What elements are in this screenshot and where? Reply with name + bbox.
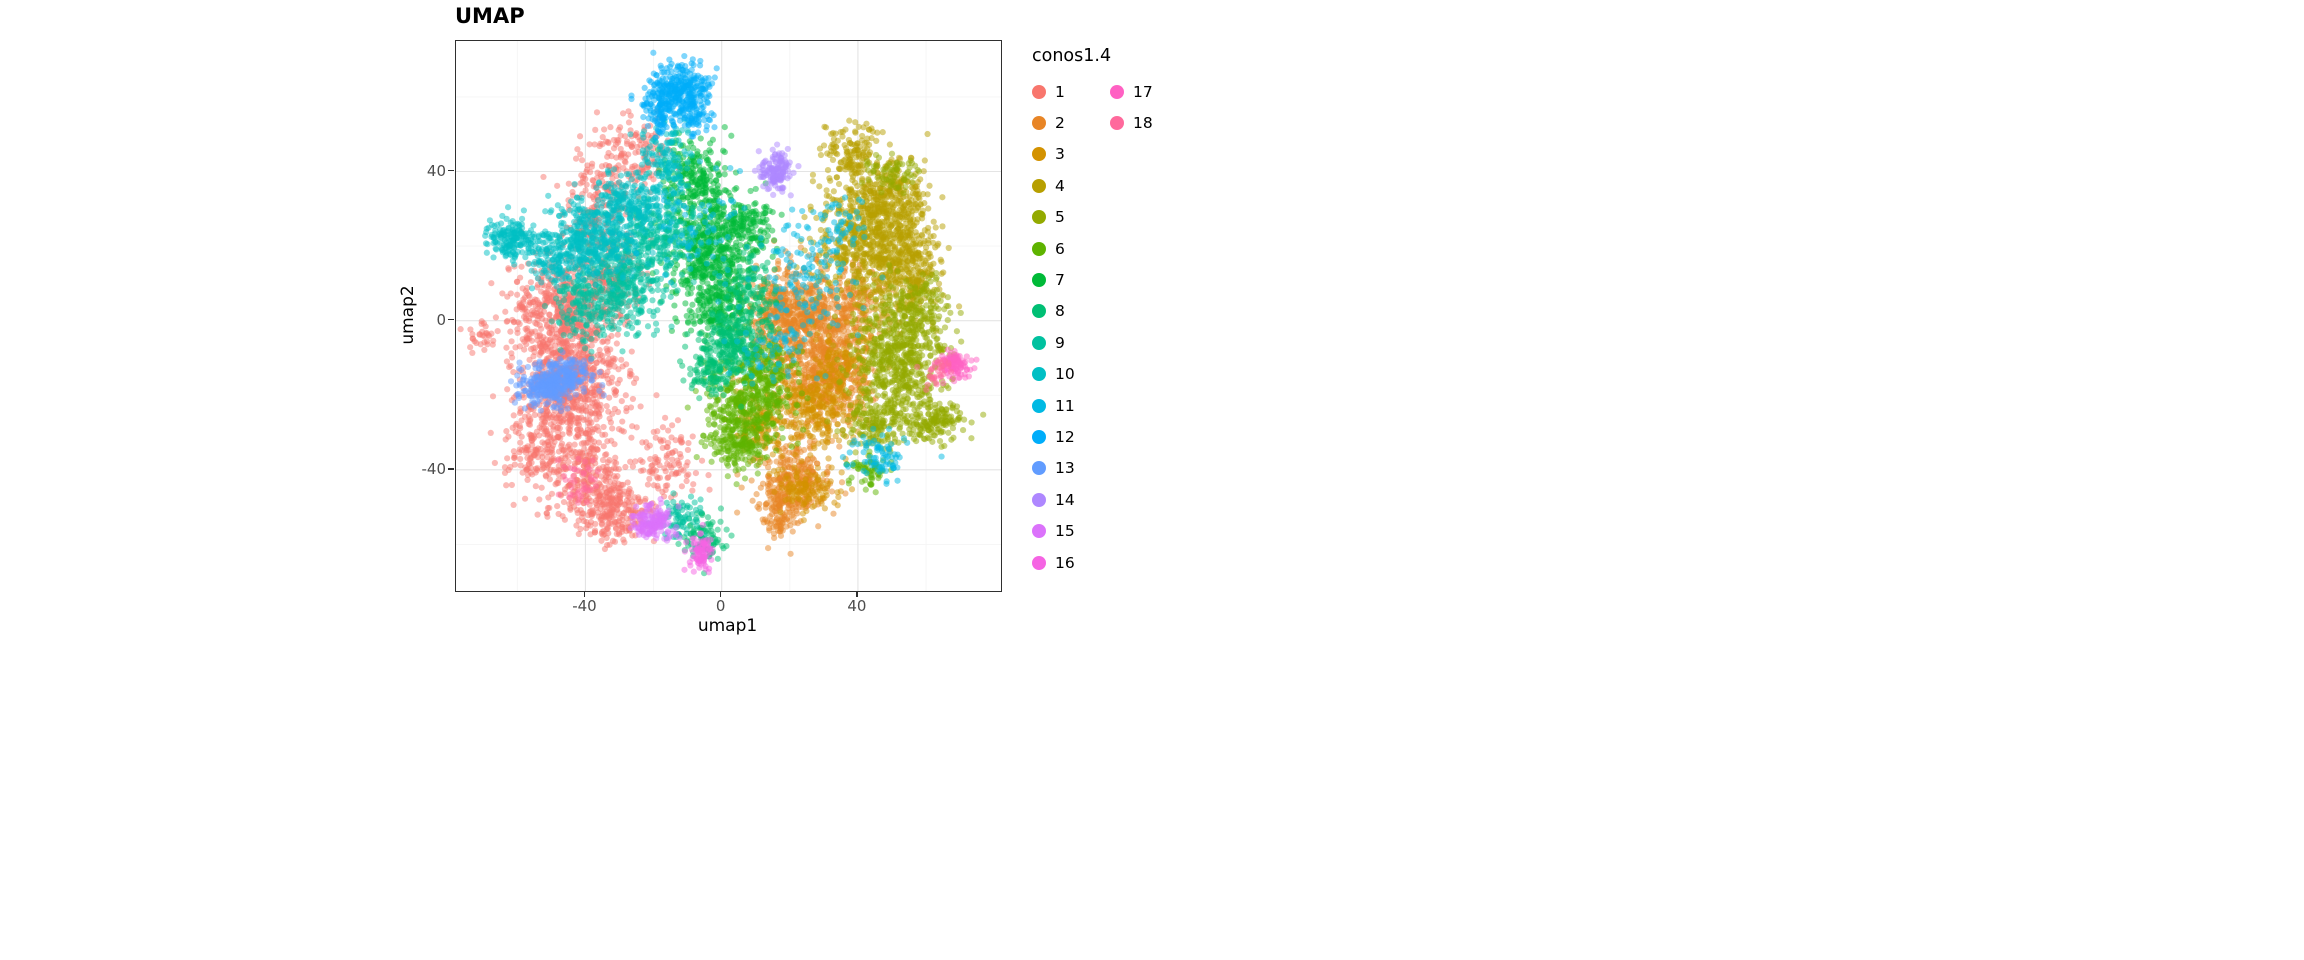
legend-swatch-6 [1032,241,1046,256]
legend-label-6: 6 [1055,239,1065,258]
x-tick-mark [856,591,858,597]
legend-swatch-13 [1032,461,1046,476]
legend-item-1: 1 [1032,76,1096,107]
legend-item-6: 6 [1032,233,1096,264]
legend-label-12: 12 [1055,427,1075,446]
legend-item-7: 7 [1032,264,1096,295]
legend-item-14: 14 [1032,484,1096,515]
legend-label-5: 5 [1055,208,1065,227]
legend-item-5: 5 [1032,202,1096,233]
legend-swatch-2 [1032,116,1046,131]
legend: conos1.4 1 2 3 4 5 6 7 8 9 10 11 12 13 14 15 16 17 18 [1032,46,1153,578]
y-tick-label: 0 [436,310,446,329]
plot-title: UMAP [455,4,525,28]
x-axis-label: umap1 [697,616,758,636]
x-tick-label: -40 [572,597,597,615]
legend-swatch-3 [1032,147,1046,162]
y-tick-mark [448,169,454,172]
legend-swatch-16 [1032,555,1046,570]
legend-label-11: 11 [1055,396,1075,415]
plot-panel [455,40,1002,592]
legend-swatch-1 [1032,84,1046,99]
legend-label-4: 4 [1055,176,1065,195]
legend-label-18: 18 [1133,114,1153,133]
legend-item-8: 8 [1032,296,1096,327]
legend-item-2: 2 [1032,107,1096,138]
legend-label-17: 17 [1133,82,1153,101]
legend-item-15: 15 [1032,515,1096,546]
legend-label-3: 3 [1055,145,1065,164]
legend-swatch-12 [1032,429,1046,444]
legend-label-14: 14 [1055,490,1075,509]
legend-swatch-15 [1032,524,1046,539]
legend-label-9: 9 [1055,333,1065,352]
legend-label-7: 7 [1055,271,1065,290]
scatter-canvas [456,41,1001,591]
legend-item-3: 3 [1032,139,1096,170]
y-tick-label: 40 [426,161,446,180]
x-tick-mark [719,591,722,597]
y-axis-label: umap2 [398,285,418,345]
legend-column-1: 1 2 3 4 5 6 7 8 9 10 11 12 13 14 15 16 [1032,76,1096,578]
legend-swatch-11 [1032,398,1046,413]
legend-item-10: 10 [1032,359,1096,390]
legend-swatch-5 [1032,210,1046,225]
legend-swatch-18 [1110,116,1124,131]
legend-label-10: 10 [1055,365,1075,384]
legend-item-13: 13 [1032,453,1096,484]
legend-item-9: 9 [1032,327,1096,358]
legend-swatch-8 [1032,304,1046,319]
legend-swatch-14 [1032,492,1046,507]
x-tick-label: 0 [715,597,726,615]
legend-item-17: 17 [1110,76,1153,107]
x-tick-mark [583,591,586,597]
y-tick-label: -40 [421,459,447,478]
legend-columns: 1 2 3 4 5 6 7 8 9 10 11 12 13 14 15 16 17 18 [1032,76,1153,578]
legend-item-18: 18 [1110,107,1153,138]
legend-label-15: 15 [1055,522,1075,541]
legend-label-13: 13 [1055,459,1075,478]
y-tick-mark [448,318,454,321]
legend-swatch-10 [1032,367,1046,382]
legend-label-16: 16 [1055,553,1075,572]
legend-item-12: 12 [1032,421,1096,452]
legend-column-2: 17 18 [1110,76,1153,139]
legend-item-4: 4 [1032,170,1096,201]
legend-label-8: 8 [1055,302,1065,321]
legend-swatch-7 [1032,273,1046,288]
legend-label-2: 2 [1055,114,1065,133]
legend-label-1: 1 [1055,82,1065,101]
y-tick-mark [448,468,454,470]
legend-swatch-17 [1110,84,1124,99]
legend-item-16: 16 [1032,547,1096,578]
x-tick-label: 40 [847,597,867,615]
legend-swatch-9 [1032,335,1046,350]
legend-item-11: 11 [1032,390,1096,421]
legend-title: conos1.4 [1032,46,1112,66]
legend-swatch-4 [1032,178,1046,193]
